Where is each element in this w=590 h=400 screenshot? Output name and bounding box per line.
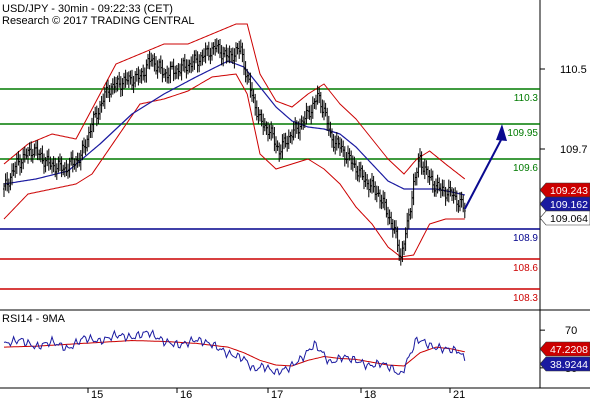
rsi-signal-line [4, 339, 465, 367]
price-tag-blue: 109.162 [539, 196, 590, 212]
price-tags: 109.243 109.162 109.064 [539, 182, 590, 226]
bollinger-lower-line [3, 73, 465, 258]
level-label-0: 110.3 [514, 93, 539, 104]
price-tag-blue: 38.9244 [539, 356, 590, 372]
level-label-4: 108.6 [513, 263, 538, 274]
level-label-3: 108.9 [513, 233, 538, 244]
price-tick-label: 109.7 [560, 144, 588, 156]
time-tick-label: 18 [364, 389, 376, 400]
bollinger-upper-line [3, 23, 466, 180]
price-tag-white: 109.064 [539, 210, 590, 226]
chart-symbol-line: USD/JPY - 30min - 09:22:33 (CET) [2, 3, 173, 15]
price-tag-label: 109.162 [550, 199, 588, 211]
forecast-arrow-head [496, 124, 507, 141]
price-tag-red: 47.2208 [539, 341, 590, 357]
price-tag-red: 109.243 [539, 182, 590, 198]
forecast-arrow [463, 124, 507, 210]
level-label-2: 109.6 [513, 163, 538, 174]
bollinger-bands [3, 23, 466, 258]
price-tag-label: 38.9244 [550, 359, 588, 371]
level-label-5: 108.3 [513, 293, 538, 304]
time-tick-label: 21 [453, 389, 465, 400]
rsi-line [3, 329, 466, 376]
price-bars [3, 38, 466, 266]
price-tag-label: 109.243 [550, 185, 588, 197]
price-tag-label: 47.2208 [550, 344, 588, 356]
time-tick-label: 17 [271, 389, 283, 400]
forecast-arrow-shaft [463, 137, 503, 210]
price-tick-label: 110.5 [560, 64, 587, 76]
chart-copyright-line: Research © 2017 TRADING CENTRAL [2, 15, 195, 27]
rsi-tick-label: 70 [565, 325, 577, 337]
level-label-1: 109.95 [507, 128, 538, 139]
time-axis-labels: 15 16 17 18 21 [87, 388, 465, 400]
time-tick-label: 16 [180, 389, 192, 400]
rsi-title: RSI14 - 9MA [2, 313, 66, 325]
time-tick-label: 15 [91, 389, 103, 400]
price-tag-label: 109.064 [550, 213, 588, 225]
